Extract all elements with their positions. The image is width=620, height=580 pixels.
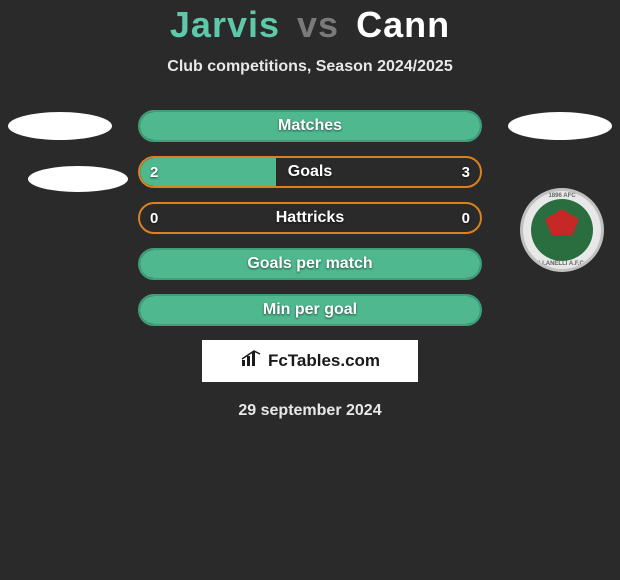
placeholder-ellipse: [28, 166, 128, 192]
brand-text: FcTables.com: [268, 351, 380, 371]
stat-value-right: 0: [462, 204, 470, 232]
stat-row-hattricks: 0 Hattricks 0: [138, 202, 482, 234]
header: Jarvis vs Cann Club competitions, Season…: [0, 0, 620, 76]
stat-bar: Min per goal: [138, 294, 482, 326]
stat-label: Goals per match: [140, 250, 480, 278]
stat-bar: Goals per match: [138, 248, 482, 280]
subtitle: Club competitions, Season 2024/2025: [0, 58, 620, 76]
brand-logo[interactable]: FcTables.com: [202, 340, 418, 382]
player-right-name: Cann: [356, 4, 450, 45]
avatar-placeholder-right: 1896 AFC LLANELLI A.F.C.: [508, 112, 612, 272]
badge-text-bottom: LLANELLI A.F.C.: [523, 261, 601, 267]
page-title: Jarvis vs Cann: [0, 4, 620, 46]
dragon-icon: [545, 209, 579, 235]
stat-row-goals-per-match: Goals per match: [138, 248, 482, 280]
stats-container: Matches 2 Goals 3 0 Hattricks 0 Goals pe…: [138, 110, 482, 326]
placeholder-ellipse: [8, 112, 112, 140]
stat-bar: 2 Goals 3: [138, 156, 482, 188]
footer-date: 29 september 2024: [0, 402, 620, 420]
stat-row-goals: 2 Goals 3: [138, 156, 482, 188]
stat-label: Hattricks: [140, 204, 480, 232]
stat-row-matches: Matches: [138, 110, 482, 142]
club-badge: 1896 AFC LLANELLI A.F.C.: [520, 188, 604, 272]
avatar-placeholder-left: [8, 112, 128, 192]
stat-bar: 0 Hattricks 0: [138, 202, 482, 234]
stat-label: Goals: [140, 158, 480, 186]
placeholder-ellipse: [508, 112, 612, 140]
stat-value-right: 3: [462, 158, 470, 186]
stat-bar: Matches: [138, 110, 482, 142]
stat-label: Matches: [140, 112, 480, 140]
chart-icon: [240, 350, 262, 373]
stat-row-min-per-goal: Min per goal: [138, 294, 482, 326]
vs-separator: vs: [297, 4, 339, 45]
badge-inner: [531, 199, 593, 261]
player-left-name: Jarvis: [170, 4, 280, 45]
stat-label: Min per goal: [140, 296, 480, 324]
